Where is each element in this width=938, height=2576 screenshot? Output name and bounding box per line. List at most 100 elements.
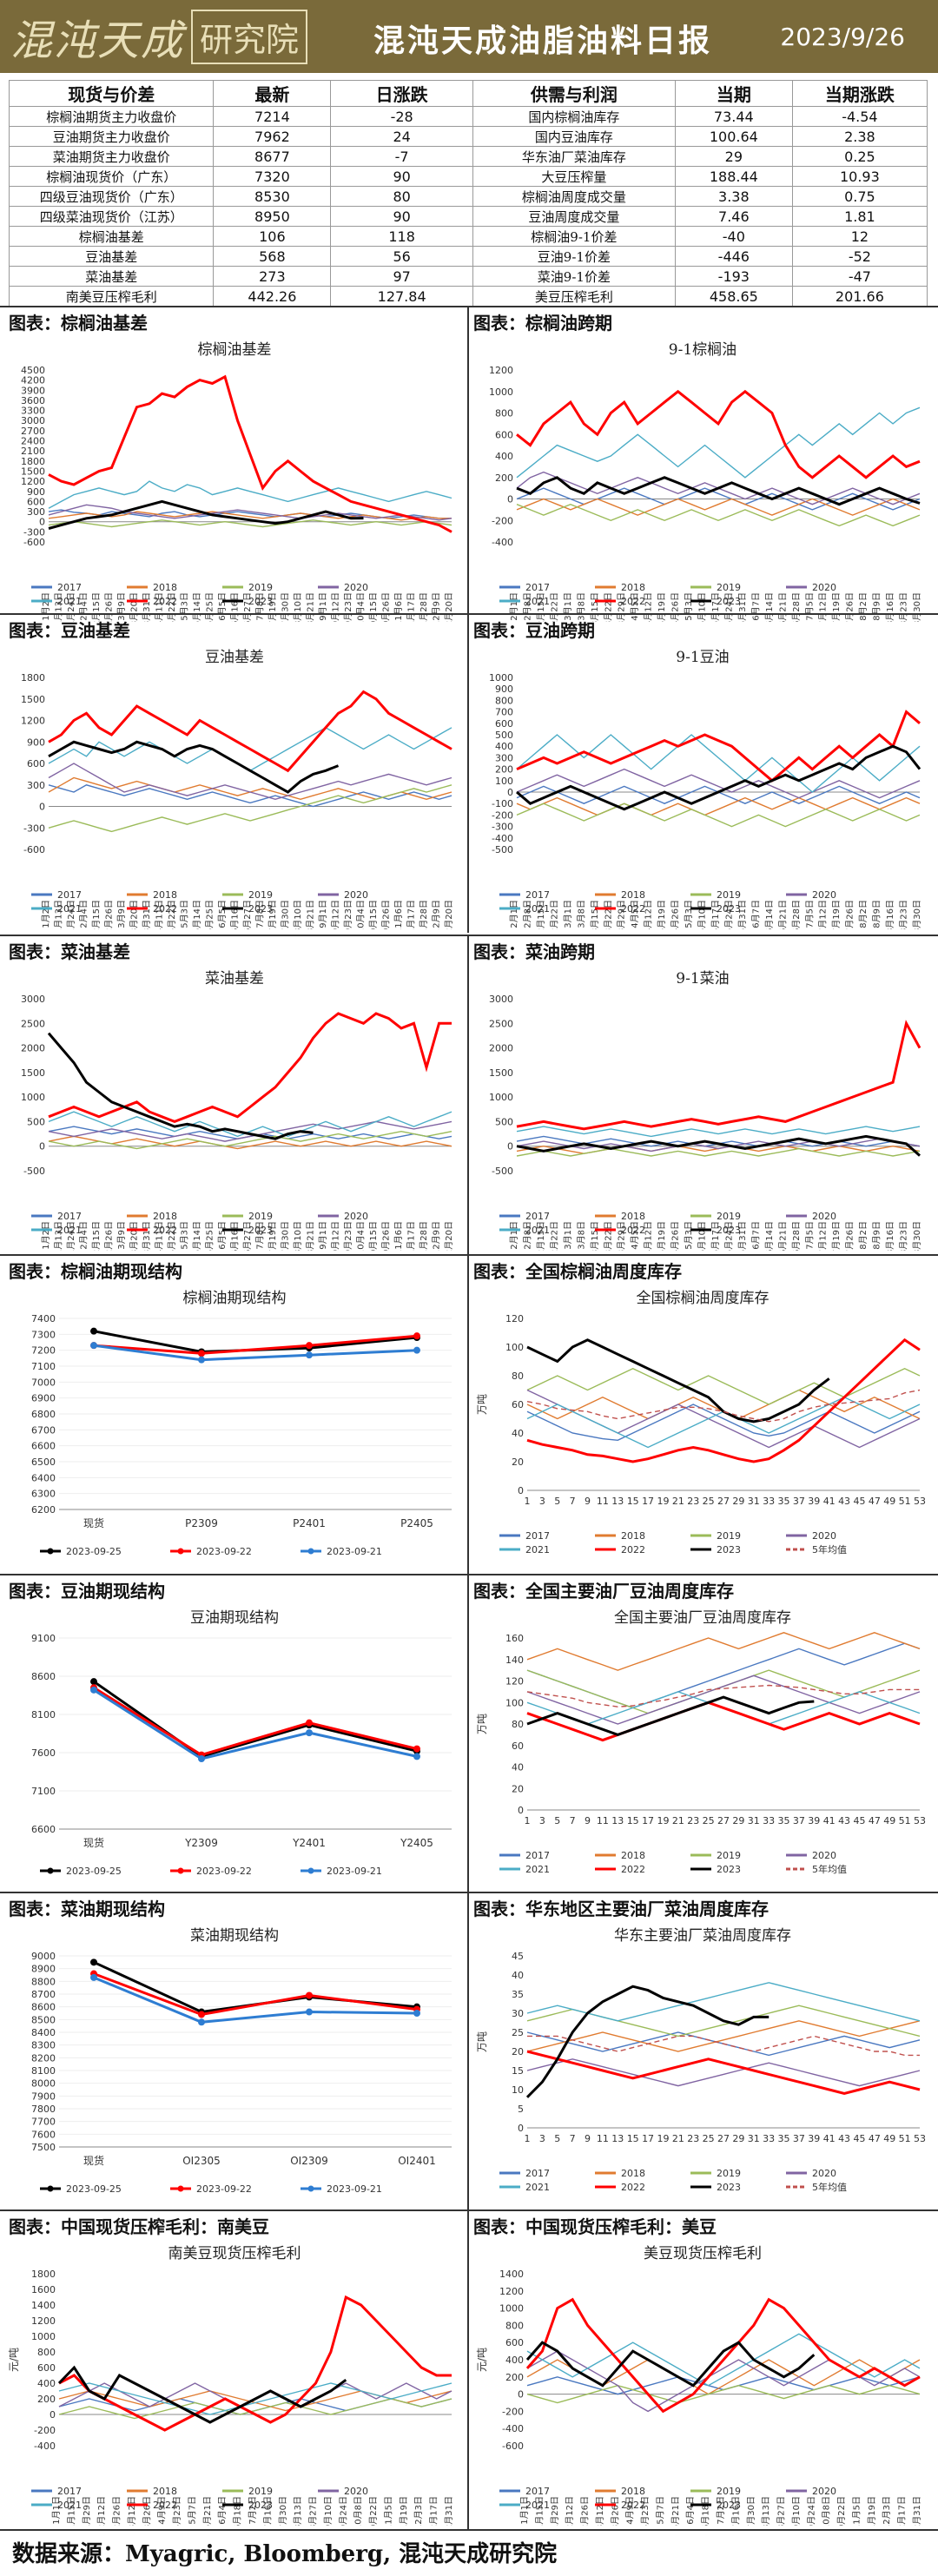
x-tick-label: 11月17日 xyxy=(406,592,417,622)
y-tick-label: 1000 xyxy=(21,1092,45,1103)
x-tick-label: 5月31日 xyxy=(737,900,748,929)
series-line-2023-09-21 xyxy=(93,1688,418,1760)
x-tick-label: 8月16日 xyxy=(885,1221,895,1251)
x-tick-label: 7 xyxy=(570,2133,576,2144)
legend-marker xyxy=(177,2185,184,2192)
x-tick-label: 6月14日 xyxy=(764,900,775,929)
x-tick-label: 6月16日 xyxy=(230,1221,241,1251)
x-tick-label: 3月1日 xyxy=(563,1221,573,1250)
x-tick-label: 12月9日 xyxy=(432,900,442,929)
x-tick-label: 12月31日 xyxy=(444,2496,454,2526)
x-tick-label: 49 xyxy=(883,2133,895,2144)
y-tick-label: -200 xyxy=(492,809,513,821)
y-tick-label: 500 xyxy=(495,1116,513,1127)
x-tick-label: 27 xyxy=(717,2133,730,2144)
x-tick-label: 3月20日 xyxy=(129,1221,140,1251)
legend-label: 2020 xyxy=(812,582,836,593)
x-tick-label: 7月19日 xyxy=(268,900,278,929)
x-tick-label: 2月22日 xyxy=(549,592,559,622)
table-cell: -47 xyxy=(791,266,928,287)
table-cell: -28 xyxy=(330,106,473,127)
x-tick-label: 7月30日 xyxy=(281,1221,291,1251)
x-tick-label: 19 xyxy=(657,2133,669,2144)
series-line-2020 xyxy=(48,504,452,521)
chart-rape-spread: 9-1菜油 -500 0 500 1000 1500 2000 2500 3000 2月1日 2月8… xyxy=(489,970,922,1251)
y-tick-label: 80 xyxy=(512,1719,524,1730)
table-row: 菜油期货主力收盘价 8677 -7 华东油厂菜油库存 29 0.25 xyxy=(8,146,928,167)
y-axis-label: 元/吨 xyxy=(8,2348,20,2372)
y-tick-label: 800 xyxy=(505,2320,524,2331)
legend-label: 2019 xyxy=(248,889,273,901)
x-tick-label: 5月24日 xyxy=(723,1221,734,1251)
section-title-right: 图表：豆油跨期 xyxy=(473,620,595,641)
x-tick-label: 6月27日 xyxy=(242,592,253,622)
y-tick-label: 6300 xyxy=(31,1489,56,1500)
data-point xyxy=(306,1351,313,1359)
x-tick-label: 7月30日 xyxy=(746,2496,756,2526)
series-line-2021 xyxy=(516,1126,921,1138)
y-tick-label: 0 xyxy=(39,1141,45,1153)
x-tick-label: 现货 xyxy=(83,2154,104,2167)
y-tick-label: 900 xyxy=(27,486,45,498)
x-tick-label: 7月2日 xyxy=(248,2496,258,2525)
y-tick-label: 8900 xyxy=(31,1964,56,1975)
series-line-2023 xyxy=(525,2341,816,2388)
series-line-2023-09-22 xyxy=(93,1972,418,2017)
table-header-row: 现货与价差 最新 日涨跌 供需与利润 当期 当期涨跌 xyxy=(8,80,928,107)
x-tick-label: 35 xyxy=(778,2133,790,2144)
y-tick-label: 35 xyxy=(512,1989,524,2000)
x-tick-label: 1月13日 xyxy=(54,1221,64,1251)
y-tick-label: 0 xyxy=(507,787,513,798)
x-tick-label: 41 xyxy=(823,2133,836,2144)
table-row: 棕榈油现货价（广东） 7320 90 大豆压榨量 188.44 10.93 xyxy=(8,166,928,187)
x-tick-label: 2月26日 xyxy=(112,2496,122,2526)
x-tick-label: 5月17日 xyxy=(710,1221,721,1251)
y-tick-label: 8600 xyxy=(31,1671,56,1682)
series-line-2019 xyxy=(48,1130,452,1150)
chart-title: 菜油基差 xyxy=(205,970,264,987)
table-cell: 棕榈油现货价（广东） xyxy=(8,166,215,187)
series-line-2019 xyxy=(516,803,921,828)
data-point xyxy=(306,2008,313,2016)
legend-label: 2017 xyxy=(57,582,82,593)
y-tick-label: 30 xyxy=(512,2008,524,2019)
x-tick-label: 7月12日 xyxy=(818,1221,829,1251)
y-tick-label: -400 xyxy=(34,2441,56,2452)
chart-soy-spread: 9-1豆油 -500-400-300-200-100010020030040050… xyxy=(489,649,922,929)
x-tick-label: 8月23日 xyxy=(899,900,909,929)
legend-marker xyxy=(307,2185,314,2192)
x-tick-label: 3月8日 xyxy=(576,592,586,621)
x-tick-label: 3月22日 xyxy=(603,900,613,929)
x-tick-label: 6月7日 xyxy=(750,900,761,928)
legend-label: 2022 xyxy=(153,596,177,607)
x-tick-label: 7月26日 xyxy=(845,900,855,929)
x-tick-label: 12月20日 xyxy=(444,592,454,622)
y-tick-label: 0 xyxy=(518,2389,524,2401)
x-tick-label: 7月26日 xyxy=(845,592,855,622)
x-tick-label: 21 xyxy=(672,1496,684,1507)
y-tick-label: 1200 xyxy=(489,365,513,376)
y-tick-label: 6800 xyxy=(31,1409,56,1420)
y-tick-label: 0 xyxy=(507,1141,513,1153)
x-tick-label: 53 xyxy=(914,2133,926,2144)
x-tick-label: 1 xyxy=(525,1815,531,1826)
series-line-2018 xyxy=(516,498,921,516)
y-tick-label: 9100 xyxy=(31,1633,56,1644)
y-tick-label: 200 xyxy=(495,472,513,484)
x-tick-label: 1月1日 xyxy=(51,2496,62,2525)
legend-label: 2022 xyxy=(621,1864,645,1875)
x-tick-label: 10月8日 xyxy=(353,2496,364,2526)
x-tick-label: 4月5日 xyxy=(630,900,640,928)
table-cell: 12 xyxy=(791,226,928,247)
x-tick-label: 10月8日 xyxy=(822,2496,832,2526)
x-tick-label: 6月28日 xyxy=(791,592,802,622)
x-tick-label: 7月30日 xyxy=(281,900,291,929)
x-tick-label: 8月21日 xyxy=(306,592,316,622)
y-tick-label: 7100 xyxy=(31,1786,56,1797)
chart-title: 9-1棕榈油 xyxy=(669,341,737,359)
legend-label: 2023-09-21 xyxy=(327,2183,382,2195)
x-tick-label: 6月16日 xyxy=(230,592,241,622)
y-tick-label: 9000 xyxy=(31,1951,56,1962)
